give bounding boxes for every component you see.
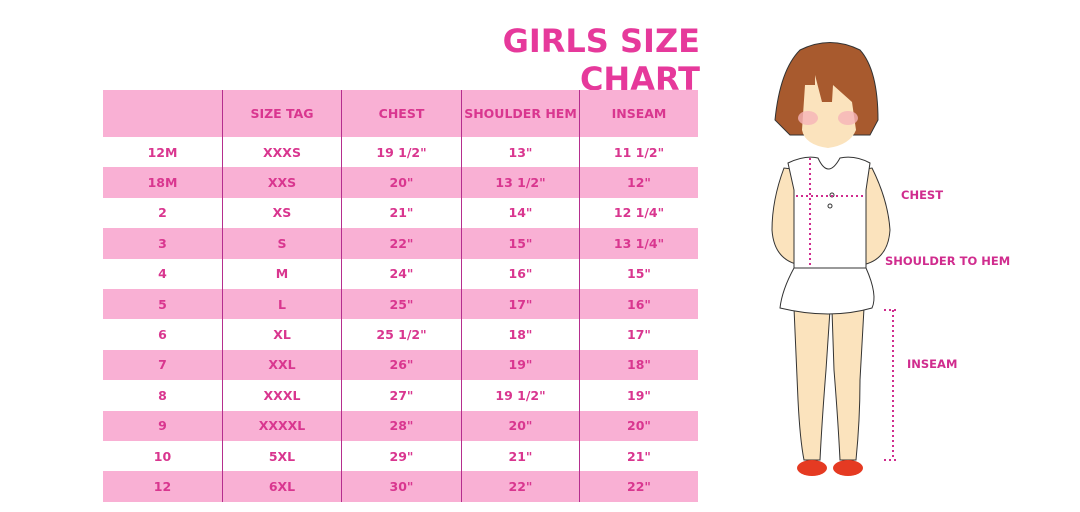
table-header-row: SIZE TAG CHEST SHOULDER HEM INSEAM: [103, 90, 698, 137]
table-cell: L: [222, 288, 341, 320]
table-cell: 19 1/2": [341, 137, 461, 168]
table-cell: 29": [341, 440, 461, 472]
table-cell: 27": [341, 380, 461, 411]
table-cell: 17": [461, 288, 579, 320]
table-cell: XL: [222, 319, 341, 350]
table-cell: 12M: [147, 144, 178, 160]
table-cell: 19": [461, 349, 579, 381]
table-cell: 28": [341, 410, 461, 441]
table-cell: 8: [158, 387, 167, 403]
table-row: 18M XXS 20" 13 1/2" 12": [103, 167, 698, 198]
table-cell: 20": [341, 167, 461, 198]
table-cell: 22": [461, 471, 579, 502]
table-cell: 11 1/2": [579, 137, 698, 168]
table-row: 4 M 24" 16" 15": [103, 258, 698, 289]
table-cell: XXXS: [222, 137, 341, 168]
table-row: 10 5XL 29" 21" 21": [103, 440, 698, 472]
table-cell: 18": [579, 349, 698, 381]
chest-label: CHEST: [901, 188, 944, 202]
shoulder-to-hem-label: SHOULDER TO HEM: [885, 254, 1011, 268]
table-cell: XXXL: [222, 380, 341, 411]
table-cell: 16": [461, 258, 579, 289]
table-cell: 7: [158, 357, 167, 373]
table-cell: 4: [158, 266, 167, 282]
table-cell: 22": [341, 228, 461, 259]
table-cell: 22": [579, 471, 698, 502]
header-cell: SIZE TAG: [222, 90, 341, 137]
table-cell: 21": [579, 440, 698, 472]
table-cell: 21": [461, 440, 579, 472]
table-cell: 3: [158, 235, 167, 251]
table-cell: 2: [158, 205, 167, 221]
table-cell: 10: [153, 448, 172, 464]
table-cell: 25 1/2": [341, 319, 461, 350]
table-cell: XXL: [222, 349, 341, 381]
table-cell: XS: [222, 197, 341, 229]
table-cell: 12": [579, 167, 698, 198]
page-title: GIRLS SIZE CHART: [502, 22, 700, 98]
inseam-label: INSEAM: [907, 357, 958, 371]
table-row: 9 XXXXL 28" 20" 20": [103, 410, 698, 441]
girl-figure-icon: [771, 42, 898, 476]
table-row: 2 XS 21" 14" 12 1/4": [103, 197, 698, 229]
table-row: 7 XXL 26" 19" 18": [103, 349, 698, 381]
table-cell: 13": [461, 137, 579, 168]
table-cell: 6: [158, 327, 167, 343]
table-row: 3 S 22" 15" 13 1/4": [103, 228, 698, 259]
header-cell: CHEST: [341, 90, 461, 137]
table-row: 12M XXXS 19 1/2" 13" 11 1/2": [103, 137, 698, 168]
table-cell: 17": [579, 319, 698, 350]
table-row: 5 L 25" 17" 16": [103, 288, 698, 320]
table-cell: 12: [153, 478, 172, 494]
table-cell: 19 1/2": [461, 380, 579, 411]
table-cell: 21": [341, 197, 461, 229]
table-cell: 18": [461, 319, 579, 350]
table-cell: 20": [461, 410, 579, 441]
header-cell: INSEAM: [579, 90, 698, 137]
header-cell: [103, 90, 222, 137]
table-cell: XXXXL: [222, 410, 341, 441]
table-row: 6 XL 25 1/2" 18" 17": [103, 319, 698, 350]
table-row: 8 XXXL 27" 19 1/2" 19": [103, 380, 698, 411]
header-cell: SHOULDER HEM: [461, 90, 579, 137]
table-row: 12 6XL 30" 22" 22": [103, 471, 698, 502]
table-cell: 14": [461, 197, 579, 229]
table-cell: 24": [341, 258, 461, 289]
table-cell: 18M: [147, 175, 178, 191]
girl-measurement-illustration: CHEST SHOULDER TO HEM INSEAM: [760, 40, 1080, 508]
table-cell: 16": [579, 288, 698, 320]
table-cell: 5XL: [222, 440, 341, 472]
table-cell: 12 1/4": [579, 197, 698, 229]
table-cell: S: [222, 228, 341, 259]
table-cell: 15": [461, 228, 579, 259]
size-chart-table: SIZE TAG CHEST SHOULDER HEM INSEAM 12M XX…: [103, 90, 698, 502]
table-cell: 25": [341, 288, 461, 320]
table-cell: 13 1/4": [579, 228, 698, 259]
table-cell: 13 1/2": [461, 167, 579, 198]
table-cell: XXS: [222, 167, 341, 198]
table-cell: M: [222, 258, 341, 289]
table-cell: 5: [158, 296, 167, 312]
table-cell: 6XL: [222, 471, 341, 502]
table-cell: 19": [579, 380, 698, 411]
table-cell: 30": [341, 471, 461, 502]
table-body: 12M XXXS 19 1/2" 13" 11 1/2" 18M XXS 20" 13 1/2"…: [103, 137, 698, 502]
table-cell: 20": [579, 410, 698, 441]
table-cell: 15": [579, 258, 698, 289]
table-cell: 26": [341, 349, 461, 381]
table-cell: 9: [158, 418, 167, 434]
